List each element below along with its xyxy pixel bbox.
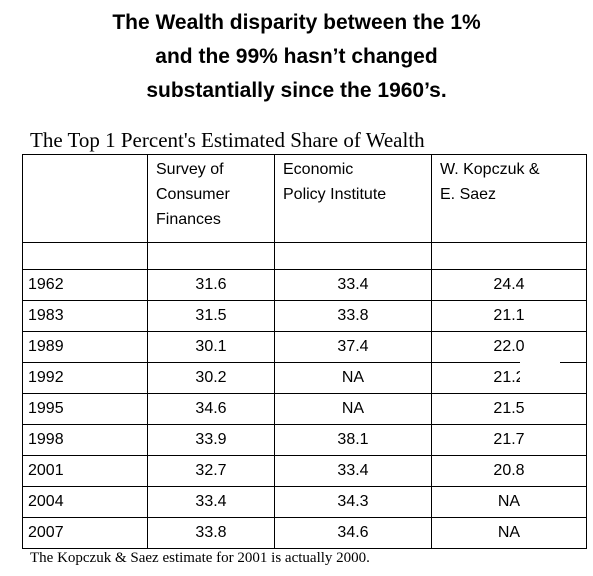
epi-value-cell: 34.6 — [274, 517, 432, 549]
table-row: 1992 30.2 NA 21.2 — [22, 362, 587, 394]
scf-value-cell: 33.8 — [147, 517, 275, 549]
ks-value-cell: NA — [431, 517, 587, 549]
table-row: 1995 34.6 NA 21.5 — [22, 393, 587, 425]
scf-value-cell: 32.7 — [147, 455, 275, 487]
ks-value-cell: 21.1 — [431, 300, 587, 332]
year-cell: 2007 — [22, 517, 148, 549]
header-ks-line-1: W. Kopczuk & — [440, 161, 540, 178]
ks-value-cell: 20.8 — [431, 455, 587, 487]
table-title: The Top 1 Percent's Estimated Share of W… — [30, 128, 425, 152]
header-scf-line-1: Survey of — [156, 161, 224, 178]
year-cell: 1983 — [22, 300, 148, 332]
header-ks-line-2: E. Saez — [440, 186, 497, 203]
header-epi: Economic Policy Institute — [274, 154, 432, 243]
wealth-share-table: Survey of Consumer Finances Economic Pol… — [22, 154, 587, 549]
table-row: 1998 33.9 38.1 21.7 — [22, 424, 587, 456]
headline-line-3: substantially since the 1960’s. — [146, 79, 447, 102]
table-row: 1983 31.5 33.8 21.1 — [22, 300, 587, 332]
year-cell: 1989 — [22, 331, 148, 363]
scf-value-cell: 30.2 — [147, 362, 275, 394]
header-scf-line-2: Consumer — [156, 186, 230, 203]
scf-value-cell: 34.6 — [147, 393, 275, 425]
table-row: 1962 31.6 33.4 24.4 — [22, 269, 587, 301]
epi-value-cell: 33.4 — [274, 455, 432, 487]
scf-value-cell: 31.6 — [147, 269, 275, 301]
year-cell: 2001 — [22, 455, 148, 487]
header-epi-line-1: Economic — [283, 161, 354, 178]
table-row: 2007 33.8 34.6 NA — [22, 517, 587, 549]
white-patch — [520, 355, 560, 389]
epi-value-cell: 38.1 — [274, 424, 432, 456]
table-body: 1962 31.6 33.4 24.4 1983 31.5 33.8 21.1 1989 30.1… — [22, 269, 587, 549]
footnote: The Kopczuk & Saez estimate for 2001 is … — [30, 550, 370, 566]
ks-value-cell: NA — [431, 486, 587, 518]
headline: The Wealth disparity between the 1% and … — [0, 6, 593, 108]
table-header-row: Survey of Consumer Finances Economic Pol… — [22, 154, 587, 243]
headline-line-2: and the 99% hasn’t changed — [155, 45, 438, 68]
year-cell: 1995 — [22, 393, 148, 425]
ks-value-cell: 22.0 — [431, 331, 587, 363]
ks-value-cell: 24.4 — [431, 269, 587, 301]
table-row: 1989 30.1 37.4 22.0 — [22, 331, 587, 363]
spacer-cell — [147, 242, 275, 270]
spacer-cell — [22, 242, 148, 270]
table-spacer-row — [22, 242, 587, 270]
epi-value-cell: 33.8 — [274, 300, 432, 332]
ks-value-cell: 21.5 — [431, 393, 587, 425]
scf-value-cell: 30.1 — [147, 331, 275, 363]
epi-value-cell: 34.3 — [274, 486, 432, 518]
spacer-cell — [431, 242, 587, 270]
table-row: 2001 32.7 33.4 20.8 — [22, 455, 587, 487]
scf-value-cell: 33.9 — [147, 424, 275, 456]
scf-value-cell: 31.5 — [147, 300, 275, 332]
scf-value-cell: 33.4 — [147, 486, 275, 518]
header-scf: Survey of Consumer Finances — [147, 154, 275, 243]
ks-value-cell: 21.7 — [431, 424, 587, 456]
epi-value-cell: 37.4 — [274, 331, 432, 363]
header-epi-line-2: Policy Institute — [283, 186, 387, 203]
epi-value-cell: NA — [274, 393, 432, 425]
headline-line-1: The Wealth disparity between the 1% — [112, 11, 481, 34]
table-row: 2004 33.4 34.3 NA — [22, 486, 587, 518]
year-cell: 2004 — [22, 486, 148, 518]
year-cell: 1998 — [22, 424, 148, 456]
year-cell: 1962 — [22, 269, 148, 301]
header-year-cell — [22, 154, 148, 243]
epi-value-cell: NA — [274, 362, 432, 394]
ks-value-cell: 21.2 — [431, 362, 587, 394]
header-ks: W. Kopczuk & E. Saez — [431, 154, 587, 243]
header-scf-line-3: Finances — [156, 211, 221, 228]
year-cell: 1992 — [22, 362, 148, 394]
epi-value-cell: 33.4 — [274, 269, 432, 301]
spacer-cell — [274, 242, 432, 270]
